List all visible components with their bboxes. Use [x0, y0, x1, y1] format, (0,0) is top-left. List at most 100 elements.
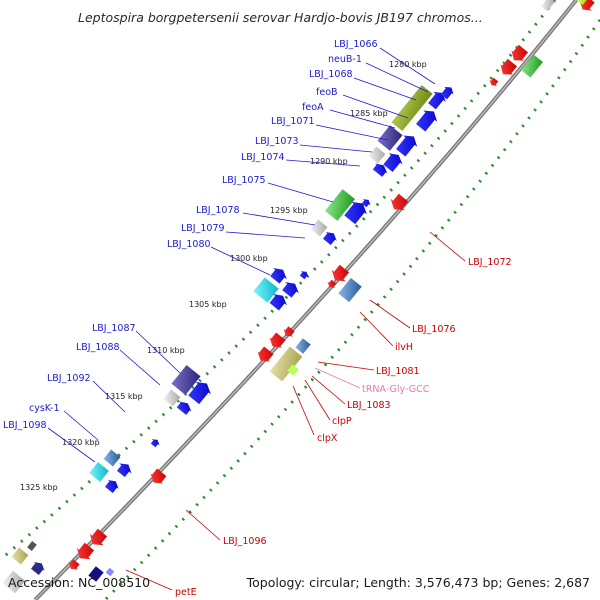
gene-feature[interactable]: [149, 437, 161, 449]
gene-label[interactable]: LBJ_1075: [222, 175, 266, 186]
gene-feature[interactable]: [105, 567, 115, 577]
gene-feature[interactable]: [171, 365, 201, 395]
gene-feature[interactable]: [89, 462, 109, 482]
gene-label[interactable]: LBJ_1076: [412, 324, 456, 335]
tick-label: 1285 kbp: [350, 109, 388, 118]
reverse-gene-label-texts: LBJ_1072 LBJ_1076 ilvH LBJ_1081 tRNA-Gly…: [175, 257, 512, 598]
gene-label[interactable]: LBJ_1071: [271, 116, 315, 127]
gene-feature[interactable]: [488, 77, 500, 89]
gene-label[interactable]: LBJ_1096: [223, 536, 267, 547]
gene-feature[interactable]: [338, 277, 362, 303]
gene-label[interactable]: LBJ_1079: [181, 223, 225, 234]
gene-feature[interactable]: [86, 527, 109, 550]
gene-feature[interactable]: [360, 197, 372, 209]
gene-feature[interactable]: [88, 566, 104, 582]
gene-feature[interactable]: [269, 346, 303, 382]
gene-label[interactable]: LBJ_1098: [3, 420, 47, 431]
tick-label: 1305 kbp: [189, 300, 227, 309]
gene-feature[interactable]: [414, 106, 441, 134]
accession-text: Accession: NC_008510: [8, 575, 151, 590]
gene-feature[interactable]: [321, 229, 339, 246]
gene-feature[interactable]: [280, 278, 302, 299]
gene-feature[interactable]: [439, 84, 456, 101]
gene-label[interactable]: feoB: [316, 87, 338, 98]
gene-feature[interactable]: [326, 279, 338, 291]
gene-feature[interactable]: [387, 192, 410, 215]
gene-feature[interactable]: [115, 460, 135, 479]
gene-feature[interactable]: [266, 331, 287, 351]
gene-feature[interactable]: [508, 44, 530, 66]
gene-feature[interactable]: [2, 570, 26, 594]
gene-feature[interactable]: [11, 547, 29, 565]
gene-label[interactable]: clpP: [332, 416, 352, 427]
tick-label: 1325 kbp: [20, 483, 58, 492]
tick-label: 1315 kbp: [105, 392, 143, 401]
gene-label[interactable]: LBJ_1073: [255, 136, 299, 147]
gene-label[interactable]: LBJ_1087: [92, 323, 136, 334]
gene-label[interactable]: LBJ_1088: [76, 342, 120, 353]
gene-feature[interactable]: [324, 189, 356, 221]
gene-feature[interactable]: [254, 345, 275, 365]
gene-feature[interactable]: [368, 146, 386, 164]
gene-feature[interactable]: [310, 219, 328, 237]
gene-feature[interactable]: [298, 269, 310, 281]
gene-feature[interactable]: [29, 559, 47, 576]
gene-feature[interactable]: [163, 389, 181, 407]
forward-genes: [2, 0, 555, 594]
gene-feature[interactable]: [268, 264, 290, 285]
gene-feature[interactable]: [541, 0, 555, 12]
gene-feature[interactable]: [394, 131, 421, 159]
inner-dotted-track: [103, 19, 600, 600]
forward-gene-labels: [47, 47, 436, 463]
gene-feature[interactable]: [27, 541, 37, 551]
gene-feature[interactable]: [391, 84, 433, 132]
gene-feature[interactable]: [253, 277, 279, 303]
gene-feature[interactable]: [377, 125, 403, 151]
gene-label[interactable]: LBJ_1066: [334, 39, 378, 50]
gene-label[interactable]: tRNA-Gly-GCC: [362, 384, 430, 395]
reverse-gene-leaders: [125, 231, 466, 591]
gene-feature[interactable]: [287, 364, 299, 376]
gene-feature[interactable]: [186, 377, 215, 406]
gene-feature[interactable]: [103, 477, 121, 494]
gene-feature[interactable]: [497, 58, 519, 80]
gene-label[interactable]: feoA: [302, 102, 324, 113]
tick-label: 1320 kbp: [62, 438, 100, 447]
forward-gene-label-texts: LBJ_1066 neuB-1 LBJ_1068 feoB feoA LBJ_1…: [3, 39, 378, 431]
tick-label: 1310 kbp: [147, 346, 185, 355]
gene-label[interactable]: LBJ_1081: [376, 366, 420, 377]
gene-label[interactable]: neuB-1: [328, 54, 362, 65]
gene-label[interactable]: petE: [175, 587, 197, 598]
gene-label[interactable]: LBJ_1078: [196, 205, 240, 216]
gene-feature[interactable]: [342, 197, 371, 226]
gene-label[interactable]: ilvH: [395, 342, 413, 353]
gene-feature[interactable]: [175, 398, 194, 416]
gene-feature[interactable]: [426, 88, 449, 111]
gene-feature[interactable]: [295, 338, 311, 354]
gene-feature[interactable]: [73, 541, 96, 564]
gene-feature[interactable]: [521, 54, 543, 78]
gene-label[interactable]: LBJ_1080: [167, 239, 211, 250]
gene-feature[interactable]: [576, 0, 597, 14]
gene-feature[interactable]: [103, 449, 121, 467]
gene-label[interactable]: LBJ_1092: [47, 373, 91, 384]
gene-feature[interactable]: [66, 558, 81, 573]
coordinate-ticks: 1280 kbp 1285 kbp 1290 kbp 1295 kbp 1300…: [20, 60, 427, 492]
gene-feature[interactable]: [147, 467, 168, 487]
gene-feature[interactable]: [381, 149, 406, 174]
gene-label[interactable]: LBJ_1083: [347, 400, 391, 411]
gene-label[interactable]: LBJ_1068: [309, 69, 353, 80]
gene-feature[interactable]: [267, 290, 290, 312]
gene-label[interactable]: LBJ_1072: [468, 257, 512, 268]
gene-label[interactable]: LBJ_1074: [241, 152, 285, 163]
gene-feature[interactable]: [328, 263, 351, 286]
gene-feature[interactable]: [574, 0, 590, 6]
tick-label: 1280 kbp: [389, 60, 427, 69]
gene-label[interactable]: clpX: [317, 433, 338, 444]
gene-feature[interactable]: [281, 325, 296, 340]
tick-label: 1295 kbp: [270, 206, 308, 215]
gene-feature[interactable]: [371, 160, 390, 178]
gene-label[interactable]: cysK-1: [29, 403, 60, 414]
